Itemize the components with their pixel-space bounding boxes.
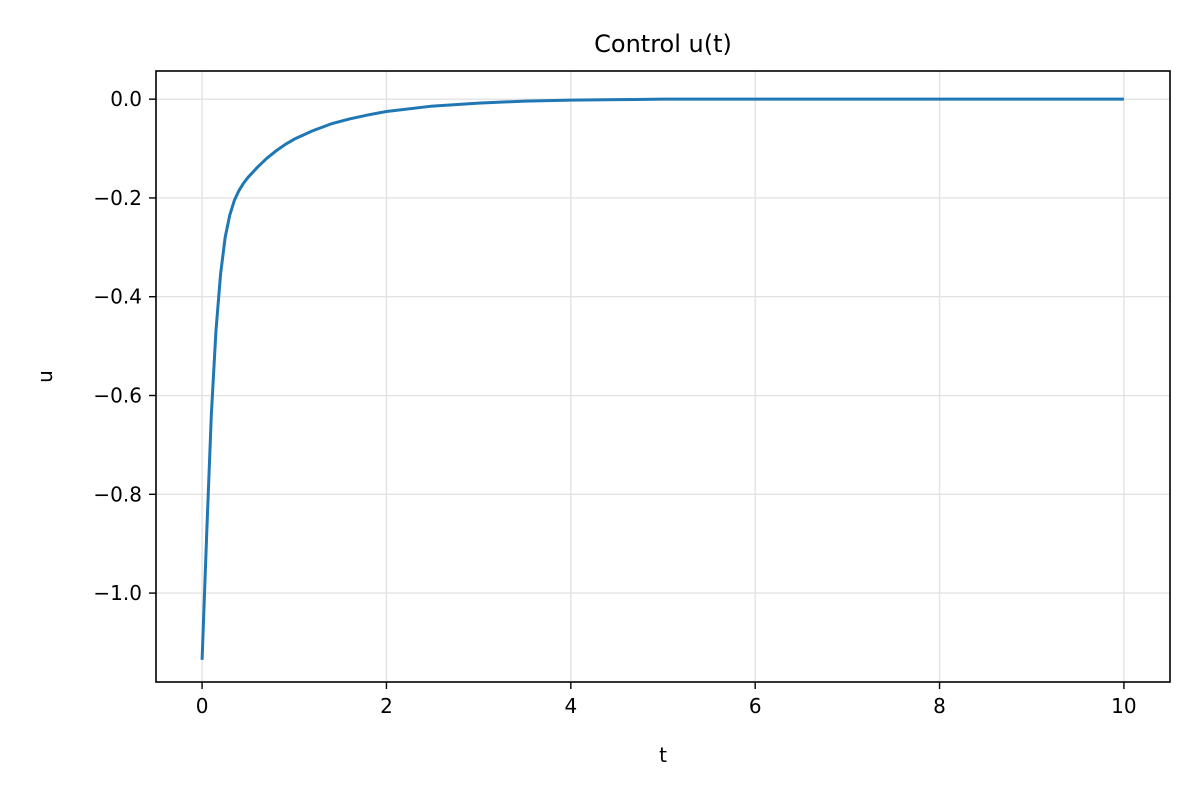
- y-tick-label: −0.6: [93, 384, 142, 408]
- y-axis-label: u: [33, 370, 57, 383]
- plot-frame: [155, 70, 1171, 683]
- x-tick-label: 2: [380, 694, 393, 718]
- x-axis-ticks: 0 2 4 6 8 10: [196, 682, 1137, 718]
- series-line: [200, 97, 1124, 660]
- y-axis-ticks: 0.0 −0.2 −0.4 −0.6 −0.8 −1.0: [93, 87, 156, 605]
- x-tick-label: 6: [749, 694, 762, 718]
- y-tick-label: −0.4: [93, 285, 142, 309]
- grid-lines: [156, 71, 1170, 682]
- x-tick-label: 4: [564, 694, 577, 718]
- y-tick-label: −0.8: [93, 482, 142, 506]
- x-tick-label: 10: [1111, 694, 1136, 718]
- x-axis-label: t: [659, 743, 667, 767]
- y-tick-label: −0.2: [93, 186, 142, 210]
- y-tick-label: −1.0: [93, 581, 142, 605]
- y-tick-label: 0.0: [110, 87, 142, 111]
- series-layer: [200, 97, 1124, 660]
- chart-title: Control u(t): [594, 30, 732, 58]
- x-tick-label: 0: [196, 694, 209, 718]
- x-tick-label: 8: [933, 694, 946, 718]
